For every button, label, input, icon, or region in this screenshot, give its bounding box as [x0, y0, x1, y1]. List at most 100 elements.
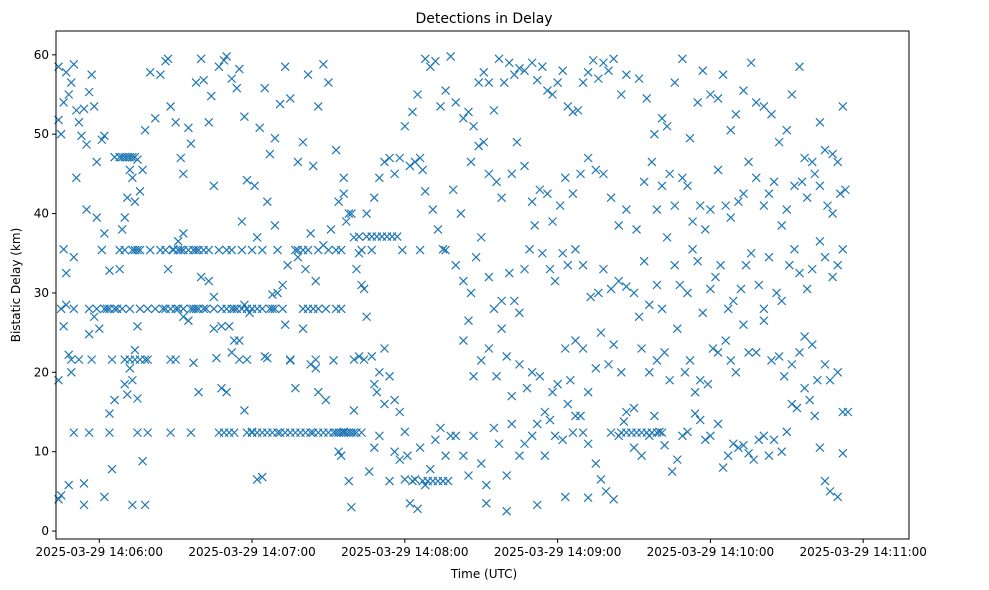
data-point [176, 153, 186, 163]
data-point [629, 403, 639, 413]
data-point [484, 78, 494, 88]
data-point [209, 304, 219, 314]
data-point [739, 86, 748, 95]
data-point [637, 451, 647, 461]
data-point [619, 417, 629, 426]
data-point [825, 486, 835, 496]
data-point [746, 58, 756, 68]
data-point [754, 280, 764, 290]
data-point [749, 455, 759, 465]
data-point [77, 131, 86, 141]
data-point [662, 232, 672, 242]
data-point [268, 304, 277, 314]
data-point [606, 428, 616, 438]
data-point [596, 328, 606, 338]
data-point [466, 288, 476, 298]
data-point [823, 201, 832, 211]
data-point [779, 371, 789, 381]
data-point [764, 451, 774, 461]
data-point [543, 86, 552, 95]
data-point [196, 54, 206, 64]
data-point [92, 304, 102, 314]
data-point [380, 344, 389, 353]
data-point [532, 500, 542, 510]
data-point [795, 62, 804, 72]
data-point [74, 117, 84, 127]
data-point [456, 209, 466, 218]
data-point [171, 304, 181, 314]
data-point [385, 371, 394, 381]
data-point [214, 245, 224, 255]
data-point [110, 304, 119, 314]
data-point [336, 451, 346, 461]
data-point [838, 407, 848, 417]
data-point [690, 409, 700, 419]
data-point [520, 439, 529, 449]
data-point [428, 205, 438, 215]
data-point [214, 62, 224, 72]
data-point [117, 304, 127, 314]
data-point [695, 201, 705, 211]
data-point [199, 304, 209, 314]
data-point [349, 405, 359, 415]
data-point [415, 443, 425, 453]
data-point [390, 395, 400, 405]
data-point [591, 459, 601, 469]
data-point [97, 245, 107, 255]
data-point [716, 260, 726, 270]
data-point [64, 90, 74, 99]
data-point [385, 153, 394, 163]
data-point [278, 280, 288, 290]
data-point [107, 355, 117, 365]
data-point [364, 467, 374, 476]
data-point [800, 332, 810, 342]
y-tick-label: 10 [34, 445, 49, 459]
data-point [446, 431, 456, 441]
data-point [802, 193, 812, 203]
data-point [667, 467, 677, 476]
data-point [89, 101, 99, 111]
data-point [425, 464, 435, 474]
data-point [237, 245, 247, 255]
data-point [553, 379, 563, 389]
data-point [833, 492, 843, 502]
data-point [629, 443, 639, 453]
data-point [614, 431, 624, 441]
data-point [283, 260, 293, 270]
x-tick-label: 2025-03-29 14:08:00 [341, 545, 468, 559]
data-point [402, 451, 412, 461]
data-point [66, 355, 76, 365]
data-point [270, 304, 280, 314]
marks-layer [54, 51, 853, 516]
data-point [591, 363, 601, 373]
data-point [652, 205, 662, 215]
data-point [649, 129, 659, 139]
data-point [520, 66, 529, 76]
data-point [527, 197, 537, 207]
data-point [117, 225, 127, 234]
data-point [744, 348, 754, 357]
data-point [535, 371, 545, 381]
data-point [273, 428, 282, 438]
data-point [578, 260, 588, 270]
data-point [135, 304, 145, 314]
data-point [122, 390, 132, 399]
data-point [492, 177, 501, 187]
data-point [484, 344, 494, 353]
data-point [744, 157, 754, 167]
data-point [127, 173, 137, 183]
data-point [133, 321, 142, 331]
data-point [514, 359, 524, 369]
data-point [815, 443, 825, 453]
data-point [815, 117, 825, 127]
data-point [443, 476, 453, 486]
data-point [311, 363, 321, 373]
data-point [336, 245, 346, 255]
data-point [840, 185, 850, 195]
data-point [247, 427, 257, 437]
data-point [339, 427, 349, 437]
data-point [227, 348, 237, 357]
data-point [741, 260, 751, 270]
x-tick-label: 2025-03-29 14:11:00 [799, 545, 926, 559]
data-point [530, 221, 540, 230]
